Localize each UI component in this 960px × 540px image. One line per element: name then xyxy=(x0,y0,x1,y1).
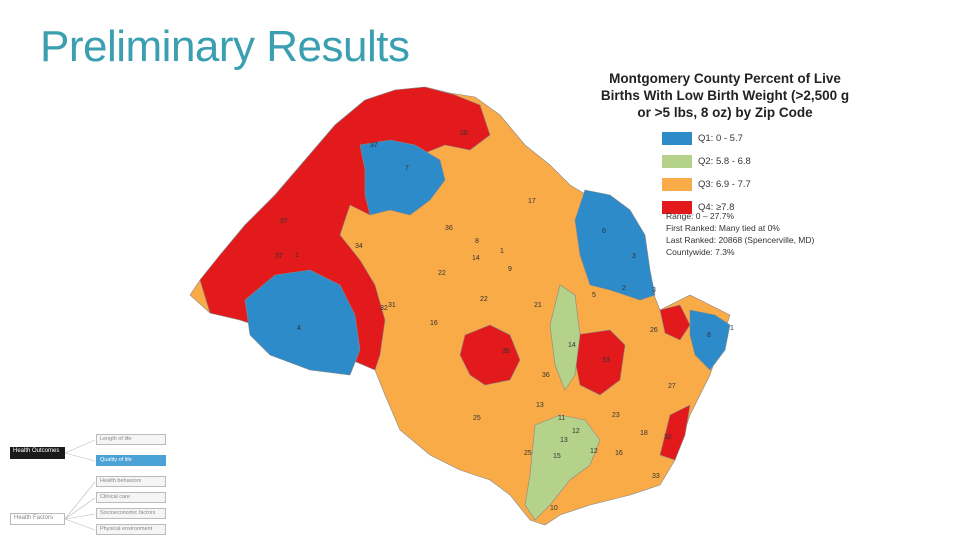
region-label: 37 xyxy=(280,218,288,225)
map-legend: Q1: 0 - 5.7 Q2: 5.8 - 6.8 Q3: 6.9 - 7.7 … xyxy=(662,128,751,220)
nav-clinical-care[interactable]: Clinical care xyxy=(96,492,166,503)
legend-swatch xyxy=(662,132,692,145)
region-label: 16 xyxy=(615,450,623,457)
region-label: 22 xyxy=(480,296,488,303)
region-label: 6 xyxy=(602,228,606,235)
legend-swatch xyxy=(662,178,692,191)
region-label: 26 xyxy=(650,327,658,334)
region-label: 1 xyxy=(500,248,504,255)
region-label: 5 xyxy=(592,292,596,299)
legend-label: Q4: ≥7.8 xyxy=(698,202,735,213)
region-label: 33 xyxy=(652,473,660,480)
region-label: 2 xyxy=(622,285,626,292)
map-region-q1 xyxy=(244,269,361,376)
region-label: 32 xyxy=(664,434,672,441)
region-label: 10 xyxy=(550,505,558,512)
region-label: 27 xyxy=(668,383,676,390)
map-region-q2 xyxy=(549,284,581,391)
region-label: 34 xyxy=(355,243,363,250)
region-label: 17 xyxy=(528,198,536,205)
nav-connectors xyxy=(64,439,96,531)
region-label: 4 xyxy=(297,325,301,332)
region-label: 13 xyxy=(560,437,568,444)
region-label: 36 xyxy=(445,225,453,232)
map-region-q4 xyxy=(659,404,691,461)
region-label: 25 xyxy=(473,415,481,422)
region-label: 9 xyxy=(508,266,512,273)
region-label: 37 xyxy=(370,142,378,149)
map-title-line: Births With Low Birth Weight (>2,500 g xyxy=(600,88,850,103)
map-region-q4 xyxy=(659,304,691,341)
legend-label: Q2: 5.8 - 6.8 xyxy=(698,156,751,167)
region-label: 37 xyxy=(275,253,283,260)
region-label: 12 xyxy=(590,448,598,455)
region-label: 14 xyxy=(472,255,480,262)
map-region-q4 xyxy=(459,324,521,386)
region-label: 25 xyxy=(524,450,532,457)
map-title-line: or >5 lbs, 8 oz) by Zip Code xyxy=(637,105,813,120)
map-region-q1 xyxy=(359,139,446,216)
county-map-svg: 20 37 7 17 37 36 6 34 8 14 1 37 1 22 9 3… xyxy=(189,86,734,526)
county-map: 20 37 7 17 37 36 6 34 8 14 1 37 1 22 9 3… xyxy=(189,85,740,540)
region-label: 22 xyxy=(438,270,446,277)
region-label: 31 xyxy=(388,302,396,309)
legend-item-q2: Q2: 5.8 - 6.8 xyxy=(662,151,751,172)
region-labels: 20 37 7 17 37 36 6 34 8 14 1 37 1 22 9 3… xyxy=(275,130,734,512)
nav-health-factors[interactable]: Health Factors xyxy=(10,513,65,525)
map-title: Montgomery County Percent of Live Births… xyxy=(560,70,890,121)
region-label: 1 xyxy=(295,252,299,259)
nav-length-of-life[interactable]: Length of life xyxy=(96,434,166,445)
stat-last-ranked: Last Ranked: 20868 (Spencerville, MD) xyxy=(666,235,815,245)
region-label: 35 xyxy=(502,348,510,355)
region-label: 33 xyxy=(602,357,610,364)
region-label: 7 xyxy=(405,165,409,172)
region-label: 23 xyxy=(612,412,620,419)
legend-swatch xyxy=(662,155,692,168)
region-label: 36 xyxy=(542,372,550,379)
legend-item-q4: Q4: ≥7.8 xyxy=(662,197,751,218)
region-label: 1 xyxy=(730,325,734,332)
nav-quality-of-life[interactable]: Quality of life xyxy=(96,455,166,466)
region-label: 21 xyxy=(534,302,542,309)
legend-item-q3: Q3: 6.9 - 7.7 xyxy=(662,174,751,195)
region-label: 11 xyxy=(558,415,565,422)
stat-first-ranked: First Ranked: Many tied at 0% xyxy=(666,223,780,233)
region-label: 16 xyxy=(430,320,438,327)
region-label: 3 xyxy=(632,253,636,260)
map-title-line: Montgomery County Percent of Live xyxy=(609,71,841,86)
slide-title: Preliminary Results xyxy=(40,22,410,71)
nav-physical-environment[interactable]: Physical environment xyxy=(96,524,166,535)
legend-swatch xyxy=(662,201,692,214)
region-label: 20 xyxy=(460,130,468,137)
region-label: 14 xyxy=(568,342,576,349)
map-region-q1 xyxy=(689,309,731,371)
legend-label: Q1: 0 - 5.7 xyxy=(698,133,743,144)
outcome-factor-nav: Health Outcomes Health Factors Length of… xyxy=(10,432,170,537)
region-label: 18 xyxy=(640,430,648,437)
nav-socioeconomic-factors[interactable]: Socioeconomic factors xyxy=(96,508,166,519)
map-region-q1 xyxy=(574,189,656,301)
region-label: 8 xyxy=(475,238,479,245)
nav-health-behaviors[interactable]: Health behaviors xyxy=(96,476,166,487)
region-label: 8 xyxy=(707,332,711,339)
map-stats: Range: 0 – 27.7% First Ranked: Many tied… xyxy=(666,210,814,258)
legend-label: Q3: 6.9 - 7.7 xyxy=(698,179,751,190)
stat-range: Range: 0 – 27.7% xyxy=(666,211,735,221)
map-region-q2 xyxy=(524,414,601,521)
stat-countywide: Countywide: 7.3% xyxy=(666,247,735,257)
nav-health-outcomes[interactable]: Health Outcomes xyxy=(10,447,65,459)
region-label: 12 xyxy=(572,428,580,435)
legend-item-q1: Q1: 0 - 5.7 xyxy=(662,128,751,149)
region-label: 3 xyxy=(652,287,656,294)
region-label: 13 xyxy=(536,402,544,409)
region-label: 15 xyxy=(553,453,561,460)
region-label: 32 xyxy=(380,305,388,312)
